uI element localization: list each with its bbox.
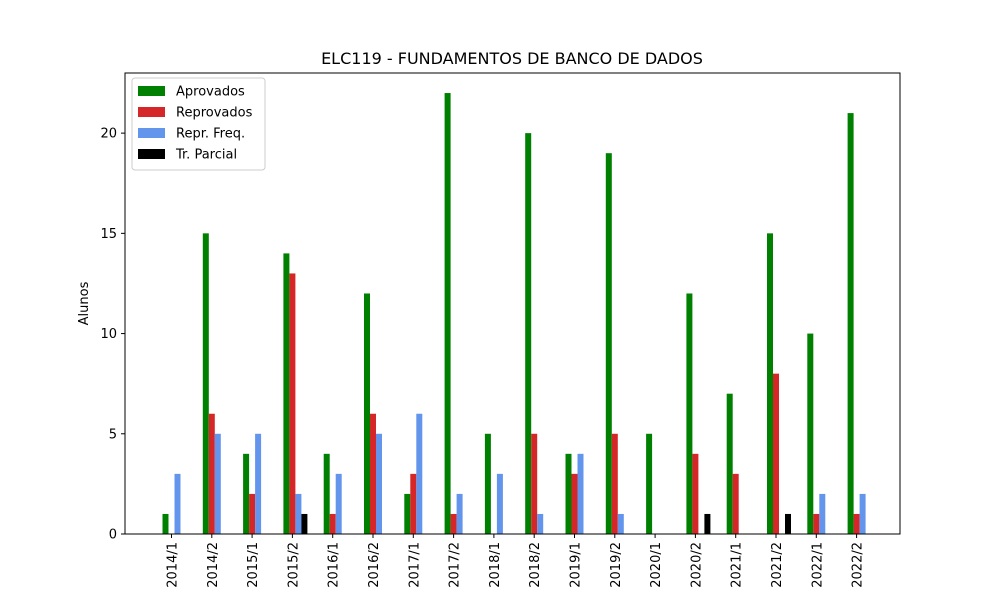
bar-repr-freq-2016-2 (376, 433, 382, 534)
bar-reprovados-2019-1 (571, 473, 578, 534)
y-axis-ticks: 0 5 10 15 20 (100, 127, 125, 543)
x-tick-label: 2017/1 (407, 542, 422, 588)
x-tick-label: 2018/1 (488, 542, 503, 588)
plot-area-frame (124, 72, 901, 535)
bar-repr-freq-2015-2 (295, 493, 302, 534)
legend: Aprovados Reprovados Repr. Freq. Tr. Parcia… (131, 77, 266, 171)
bar-aprovados-2017-1 (404, 493, 411, 534)
bar-aprovados-2021-2 (767, 233, 773, 534)
legend-swatch (138, 107, 165, 117)
legend-box (131, 77, 266, 171)
y-axis-label: Alunos (77, 281, 92, 325)
x-tick-label: 2016/2 (367, 542, 382, 588)
x-tick-label: 2017/2 (448, 542, 463, 588)
legend-swatch (138, 149, 165, 159)
x-tick-label: 2014/2 (206, 542, 221, 588)
legend-label: Tr. Parcial (175, 148, 237, 163)
y-tick-label: 0 (109, 528, 117, 543)
bar-repr-freq-2014-2 (214, 433, 221, 534)
bar-repr-freq-2017-2 (456, 493, 463, 534)
x-tick-label: 2018/2 (528, 542, 543, 588)
x-tick-label: 2019/1 (569, 542, 584, 588)
x-tick-label: 2015/1 (246, 542, 261, 588)
bar-aprovados-2022-2 (847, 113, 854, 534)
bar-reprovados-2016-2 (370, 413, 376, 534)
bar-reprovados-2017-1 (410, 473, 417, 534)
bar-aprovados-2018-2 (525, 133, 532, 534)
bar-reprovados-2015-1 (249, 493, 256, 534)
bar-tr-parcial-2021-2 (785, 513, 791, 534)
bar-repr-freq-2015-1 (255, 433, 262, 534)
y-tick-label: 10 (100, 327, 117, 342)
legend-label: Reprovados (176, 106, 253, 121)
x-tick-label: 2016/1 (327, 542, 342, 588)
bar-aprovados-2015-1 (243, 453, 250, 534)
legend-swatch (138, 128, 165, 138)
bar-repr-freq-2022-2 (859, 493, 866, 534)
x-tick-label: 2022/1 (810, 542, 825, 588)
bar-repr-freq-2022-1 (819, 493, 826, 534)
bar-reprovados-2022-1 (813, 513, 820, 534)
bar-aprovados-2016-1 (323, 453, 330, 534)
bar-aprovados-2020-1 (646, 433, 653, 534)
bar-aprovados-2019-2 (605, 153, 612, 534)
x-tick-label: 2015/2 (286, 542, 301, 588)
x-tick-label: 2020/1 (649, 542, 664, 588)
bar-repr-freq-2018-2 (537, 513, 544, 534)
bar-reprovados-2022-2 (853, 513, 860, 534)
chart-title: ELC119 - FUNDAMENTOS DE BANCO DE DADOS (321, 49, 703, 68)
bar-reprovados-2014-2 (208, 413, 215, 534)
bar-tr-parcial-2020-2 (704, 513, 711, 534)
bar-repr-freq-2019-2 (617, 513, 624, 534)
bar-repr-freq-2014-1 (174, 473, 181, 534)
bar-reprovados-2021-1 (732, 473, 739, 534)
x-tick-label: 2019/2 (609, 542, 624, 588)
bar-aprovados-2014-1 (162, 513, 169, 534)
y-tick-label: 5 (109, 427, 117, 442)
bar-tr-parcial-2015-2 (301, 513, 308, 534)
bar-reprovados-2016-1 (329, 513, 336, 534)
bar-aprovados-2021-1 (726, 393, 733, 534)
bar-reprovados-2019-2 (611, 433, 618, 534)
y-tick-label: 20 (100, 127, 117, 142)
bar-aprovados-2015-2 (283, 253, 290, 535)
legend-swatch (138, 86, 165, 96)
x-tick-label: 2014/1 (166, 542, 181, 588)
bar-aprovados-2014-2 (202, 233, 209, 534)
x-tick-label: 2022/2 (851, 542, 866, 588)
bar-repr-freq-2019-1 (577, 453, 584, 534)
bar-reprovados-2020-2 (692, 453, 699, 534)
bar-aprovados-2017-2 (444, 93, 451, 534)
x-tick-label: 2021/2 (770, 542, 785, 588)
bars-group (162, 93, 866, 535)
bar-aprovados-2020-2 (686, 293, 693, 534)
x-tick-label: 2020/2 (689, 542, 704, 588)
bar-reprovados-2021-2 (773, 373, 779, 534)
bar-repr-freq-2018-1 (496, 473, 503, 534)
bar-reprovados-2018-2 (531, 433, 538, 534)
bar-aprovados-2019-1 (565, 453, 572, 534)
bar-repr-freq-2017-1 (416, 413, 423, 534)
bar-aprovados-2016-2 (364, 293, 370, 534)
y-tick-label: 15 (100, 227, 117, 242)
bar-reprovados-2017-2 (450, 513, 457, 534)
x-axis-ticks: 2014/1 2014/2 2015/1 2015/2 2016/1 2016/2 2017… (166, 534, 866, 588)
bar-aprovados-2022-1 (807, 333, 814, 534)
legend-label: Aprovados (176, 85, 245, 100)
bar-reprovados-2015-2 (289, 273, 296, 534)
legend-label: Repr. Freq. (176, 127, 245, 142)
bar-aprovados-2018-1 (484, 433, 491, 534)
x-tick-label: 2021/1 (730, 542, 745, 588)
bar-repr-freq-2016-1 (335, 473, 342, 534)
